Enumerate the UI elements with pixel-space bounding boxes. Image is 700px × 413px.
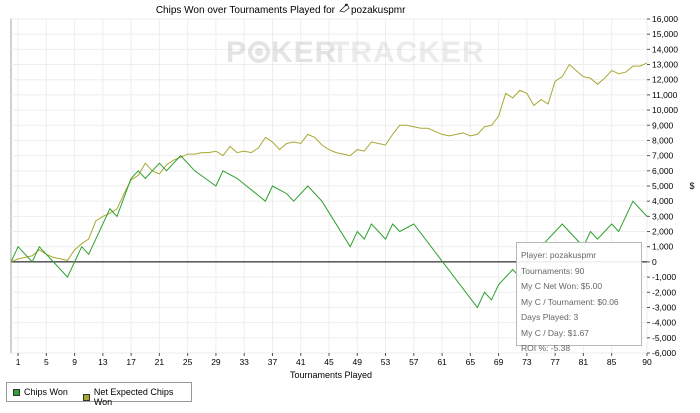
x-tick-label: 65 (466, 357, 476, 367)
y-axis-ticks: -6,000 -5,000 -4,000 -3,000 -2,000 -1,000 0 1,0… (647, 14, 678, 358)
y-tick-label: 2,000 (652, 227, 674, 237)
chart-title-player: pozakuspmr (351, 5, 406, 16)
y-tick-label: -5,000 (652, 333, 676, 343)
player-icon (339, 3, 350, 13)
watermark-p: P (226, 36, 247, 69)
legend-item-chips-won[interactable]: Chips Won (13, 387, 68, 397)
y-tick-label: 16,000 (652, 14, 678, 24)
x-tick-label: 9 (72, 357, 77, 367)
stat-player: Player: pozakuspmr (521, 250, 597, 260)
y-tick-label: -6,000 (652, 348, 676, 358)
x-tick-label: 5 (44, 357, 49, 367)
y-tick-label: 14,000 (652, 44, 678, 54)
legend-item-net-expected[interactable]: Net Expected Chips Won (83, 387, 191, 407)
y-tick-label: -1,000 (652, 272, 676, 282)
y-tick-label: -2,000 (652, 287, 676, 297)
series-lines (10, 62, 648, 309)
y-axis-label: $ (689, 181, 694, 191)
legend: Chips Won Net Expected Chips Won (6, 382, 192, 407)
y-tick-label: 1,000 (652, 242, 674, 252)
legend-label-chips-won: Chips Won (24, 387, 68, 397)
x-tick-label: 29 (211, 357, 221, 367)
y-tick-label: 4,000 (652, 196, 674, 206)
y-tick-label: 0 (652, 257, 657, 267)
x-tick-label: 17 (126, 357, 136, 367)
y-tick-label: 9,000 (652, 120, 674, 130)
stat-tournaments: Tournaments: 90 (521, 265, 585, 276)
watermark-ker: KER (271, 36, 337, 69)
x-tick-label: 45 (324, 357, 334, 367)
y-tick-label: 5,000 (652, 181, 674, 191)
y-tick-label: 10,000 (652, 105, 678, 115)
x-tick-label: 77 (550, 357, 560, 367)
y-tick-label: 12,000 (652, 75, 678, 85)
legend-swatch-net-expected (83, 393, 90, 401)
x-axis-ticks: 1 5 9 13 17 21 25 29 33 37 41 45 49 53 57 61 65 69 73 77 81 8… (16, 353, 652, 367)
x-tick-label: 41 (296, 357, 306, 367)
x-tick-label: 13 (98, 357, 108, 367)
stat-roi: ROI %: -5.38 (521, 343, 571, 353)
x-tick-label: 69 (494, 357, 504, 367)
watermark-chip-icon (248, 41, 270, 63)
x-tick-label: 90 (642, 357, 652, 367)
watermark-tracker: TRACKER (331, 36, 485, 69)
y-tick-label: 11,000 (652, 90, 678, 100)
x-tick-label: 57 (409, 357, 419, 367)
x-tick-label: 49 (353, 357, 363, 367)
x-tick-label: 1 (16, 357, 21, 367)
x-tick-label: 73 (522, 357, 532, 367)
series-line-net-expected-chips-won (10, 62, 648, 263)
legend-swatch-chips-won (13, 388, 20, 396)
y-tick-label: 8,000 (652, 135, 674, 145)
stats-box: Player: pozakuspmr Tournaments: 90 My C … (516, 242, 642, 353)
pokertracker-watermark: P KER TRACKER (226, 36, 485, 69)
y-tick-label: -3,000 (652, 302, 676, 312)
y-tick-label: 13,000 (652, 60, 678, 70)
x-tick-label: 85 (607, 357, 617, 367)
y-tick-label: 3,000 (652, 211, 674, 221)
stat-net-won: My C Net Won: $5.00 (521, 281, 603, 291)
y-tick-label: 6,000 (652, 166, 674, 176)
chart-title: Chips Won over Tournaments Played for (156, 5, 336, 16)
y-tick-label: 7,000 (652, 151, 674, 161)
stat-per-day: My C / Day: $1.67 (521, 327, 590, 338)
x-tick-label: 21 (155, 357, 165, 367)
x-tick-label: 53 (381, 357, 391, 367)
x-axis-label: Tournaments Played (290, 370, 372, 380)
stat-per-tournament: My C / Tournament: $0.06 (521, 296, 619, 307)
x-tick-label: 81 (579, 357, 589, 367)
stat-days-played: Days Played: 3 (521, 312, 579, 322)
y-tick-label: 15,000 (652, 29, 678, 39)
x-tick-label: 37 (268, 357, 278, 367)
y-tick-label: -4,000 (652, 318, 676, 328)
x-tick-label: 25 (183, 357, 193, 367)
x-tick-label: 33 (239, 357, 249, 367)
x-tick-label: 61 (437, 357, 447, 367)
legend-label-net-expected: Net Expected Chips Won (93, 387, 174, 407)
series-line-chips-won (10, 154, 648, 309)
